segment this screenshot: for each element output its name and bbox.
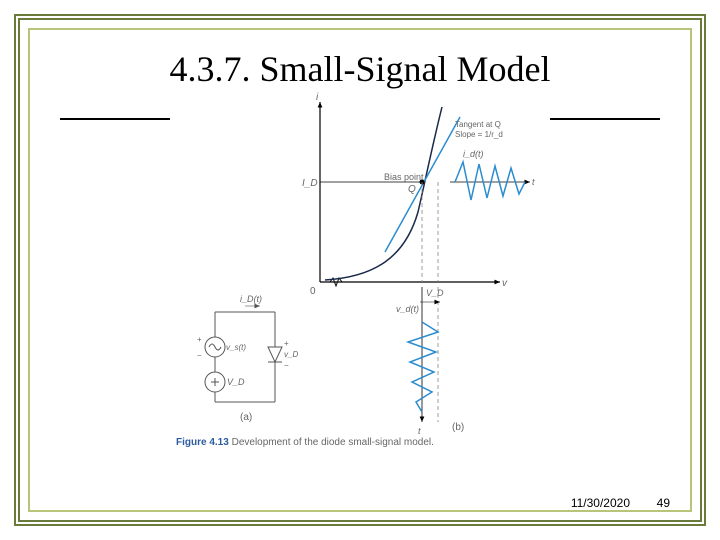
svg-text:v_s(t): v_s(t) <box>226 343 246 352</box>
svg-text:v_D: v_D <box>284 350 298 359</box>
svg-text:i: i <box>316 92 319 103</box>
figure-caption: Figure 4.13 Development of the diode sma… <box>176 437 434 448</box>
figure-svg: 0 v i Bias point Q Tangent at QSlope = 1/r_d I… <box>170 92 550 452</box>
footer-date: 11/30/2020 <box>571 496 630 510</box>
svg-text:+: + <box>284 339 289 348</box>
slide: 4.3.7. Small-Signal Model 0 v i Bias point Q… <box>0 0 720 540</box>
svg-text:−: − <box>197 351 202 360</box>
svg-text:Tangent at Q: Tangent at Q <box>455 120 501 129</box>
svg-text:V_D: V_D <box>426 288 444 298</box>
svg-text:i_d(t): i_d(t) <box>463 149 484 159</box>
svg-text:V_D: V_D <box>227 377 245 387</box>
svg-text:−: − <box>284 361 289 370</box>
figure-caption-text: Development of the diode small-signal mo… <box>232 437 434 448</box>
figure-number: Figure 4.13 <box>176 437 229 448</box>
svg-text:t: t <box>532 177 535 187</box>
svg-text:I_D: I_D <box>302 178 318 189</box>
slide-title: 4.3.7. Small-Signal Model <box>0 48 720 90</box>
svg-text:+: + <box>197 335 202 344</box>
svg-text:(a): (a) <box>240 412 252 423</box>
svg-text:Bias point: Bias point <box>384 172 424 182</box>
svg-text:v: v <box>502 278 508 289</box>
svg-text:Slope = 1/r_d: Slope = 1/r_d <box>455 130 503 139</box>
svg-text:t: t <box>418 426 421 436</box>
svg-text:0: 0 <box>310 286 316 297</box>
svg-text:(b): (b) <box>452 422 464 433</box>
svg-text:v_d(t): v_d(t) <box>396 304 419 314</box>
svg-text:Q: Q <box>408 184 416 195</box>
footer-page: 49 <box>657 496 670 510</box>
figure: 0 v i Bias point Q Tangent at QSlope = 1/r_d I… <box>170 92 550 452</box>
svg-text:i_D(t): i_D(t) <box>240 294 262 304</box>
